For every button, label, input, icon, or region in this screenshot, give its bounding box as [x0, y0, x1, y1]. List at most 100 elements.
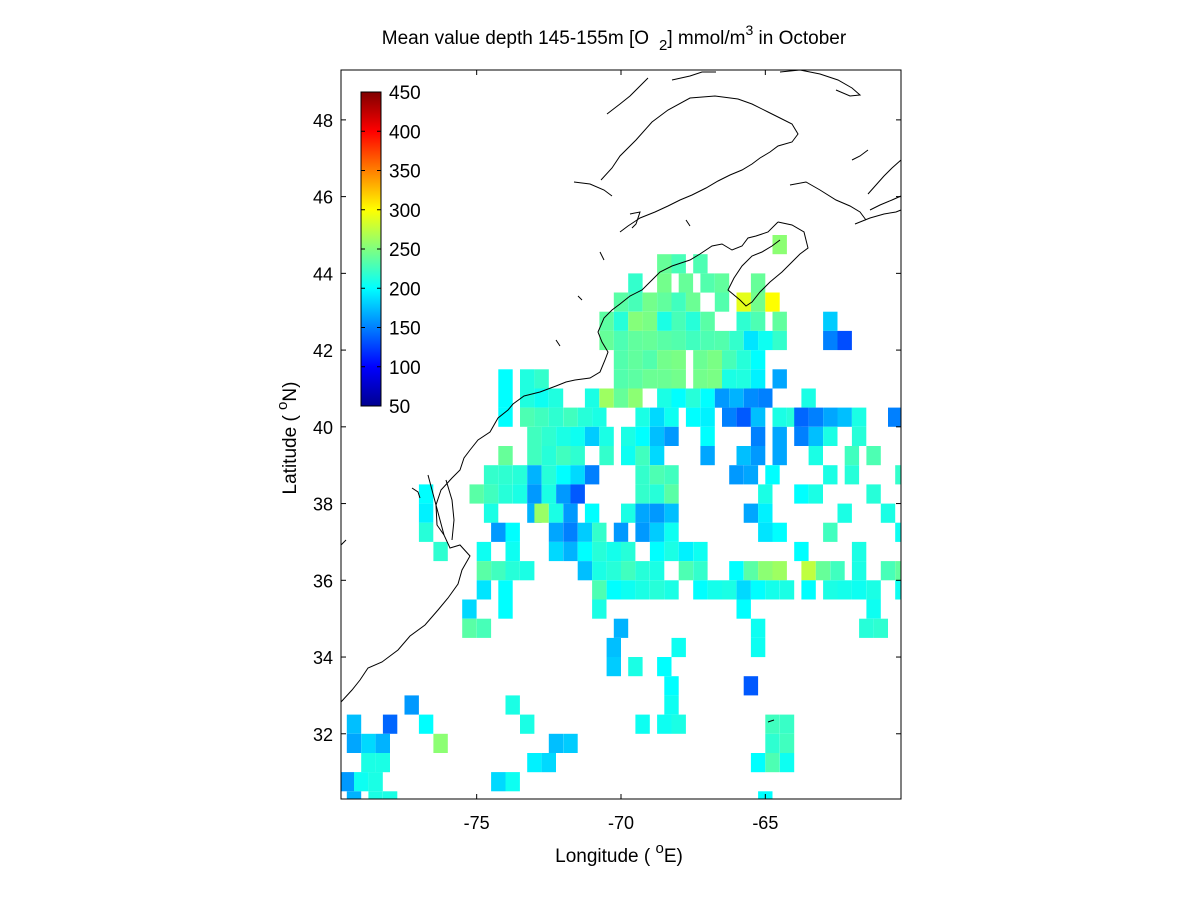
data-cell: [664, 676, 679, 696]
data-cell: [476, 541, 492, 562]
data-cell: [664, 484, 679, 504]
data-cell: [671, 330, 686, 351]
y-tick-label: 32: [313, 725, 333, 745]
data-cell: [563, 541, 578, 562]
y-tick-label: 38: [313, 495, 333, 515]
data-cell: [635, 714, 650, 734]
colorbar-ticks: 50 100 150 200 250 300 350 400 450: [361, 83, 421, 418]
data-cell: [498, 407, 513, 427]
data-cell: [570, 426, 585, 446]
data-cell: [628, 369, 643, 389]
data-cell: [671, 637, 686, 658]
data-cell: [628, 273, 643, 293]
data-cell: [678, 561, 694, 581]
data-cell: [635, 580, 650, 600]
data-cell: [750, 446, 766, 466]
data-cell: [361, 733, 376, 753]
data-cell: [649, 522, 665, 542]
data-cell: [628, 292, 643, 312]
data-cell: [895, 522, 901, 542]
data-cell: [642, 292, 657, 312]
data-cell: [700, 407, 715, 427]
data-cell: [577, 541, 593, 562]
data-cell: [779, 580, 795, 600]
data-cell: [527, 465, 542, 485]
data-cell: [736, 369, 751, 389]
data-cell: [743, 465, 759, 485]
data-cell: [649, 503, 665, 523]
data-cell: [613, 388, 629, 408]
data-cell: [758, 388, 773, 408]
y-tick-label: 36: [313, 571, 333, 591]
data-cell: [570, 484, 585, 504]
data-cell: [606, 561, 621, 581]
data-cell: [859, 618, 874, 638]
data-cell: [750, 753, 766, 773]
data-cell: [635, 465, 650, 485]
data-cell: [657, 714, 672, 734]
data-cell: [880, 503, 896, 523]
data-cell: [765, 714, 780, 734]
data-cell: [512, 484, 528, 504]
data-cell: [599, 426, 614, 446]
data-cell: [851, 561, 867, 581]
data-cell: [606, 637, 621, 658]
data-cell: [469, 484, 484, 504]
data-cell: [758, 561, 773, 581]
data-cell: [750, 350, 766, 370]
data-cell: [613, 311, 629, 331]
data-cell: [577, 561, 593, 581]
data-cell: [758, 484, 773, 504]
data-cell: [476, 580, 492, 600]
colorbar-tick-label: 200: [389, 279, 421, 300]
data-cell: [851, 407, 867, 427]
data-cell: [498, 369, 513, 389]
colorbar-tick-label: 100: [389, 358, 421, 379]
data-cell: [635, 522, 650, 542]
data-cell: [772, 561, 787, 581]
data-cell: [635, 446, 650, 466]
data-cell: [823, 426, 838, 446]
data-cell: [758, 330, 773, 351]
data-cell: [556, 484, 571, 504]
y-axis-label: Latitude ( oN): [274, 382, 301, 495]
data-cell: [895, 561, 901, 581]
data-cell: [823, 407, 838, 427]
data-cell: [462, 618, 477, 638]
data-cell: [808, 446, 823, 466]
data-cell: [556, 465, 571, 485]
data-cell: [685, 292, 701, 312]
data-cell: [592, 541, 607, 562]
data-cell: [837, 503, 852, 523]
data-cell: [743, 503, 759, 523]
data-cell: [483, 484, 499, 504]
data-cell: [664, 407, 679, 427]
data-cell: [888, 407, 901, 427]
data-cell: [498, 446, 513, 466]
data-cell: [729, 388, 744, 408]
data-cell: [418, 522, 434, 542]
data-cell: [779, 714, 795, 734]
data-cell: [520, 407, 535, 427]
y-tick-label: 44: [313, 264, 333, 284]
coastline: [340, 69, 902, 723]
data-cell: [678, 541, 694, 562]
data-cell: [714, 388, 730, 408]
data-cell: [368, 772, 383, 792]
data-cell: [693, 580, 708, 600]
data-cell: [483, 465, 499, 485]
data-cell: [707, 350, 722, 370]
data-cell: [693, 369, 708, 389]
colorbar-tick-label: 250: [389, 240, 421, 261]
x-tick-label: -65: [752, 813, 778, 833]
data-cell: [729, 561, 744, 581]
data-cell: [563, 503, 578, 523]
data-cell: [621, 426, 636, 446]
data-cell: [664, 541, 679, 562]
data-cell: [685, 388, 701, 408]
data-cell: [700, 426, 715, 446]
data-cell: [520, 714, 535, 734]
data-cell: [498, 599, 513, 619]
data-cell: [505, 561, 520, 581]
data-cell: [621, 446, 636, 466]
